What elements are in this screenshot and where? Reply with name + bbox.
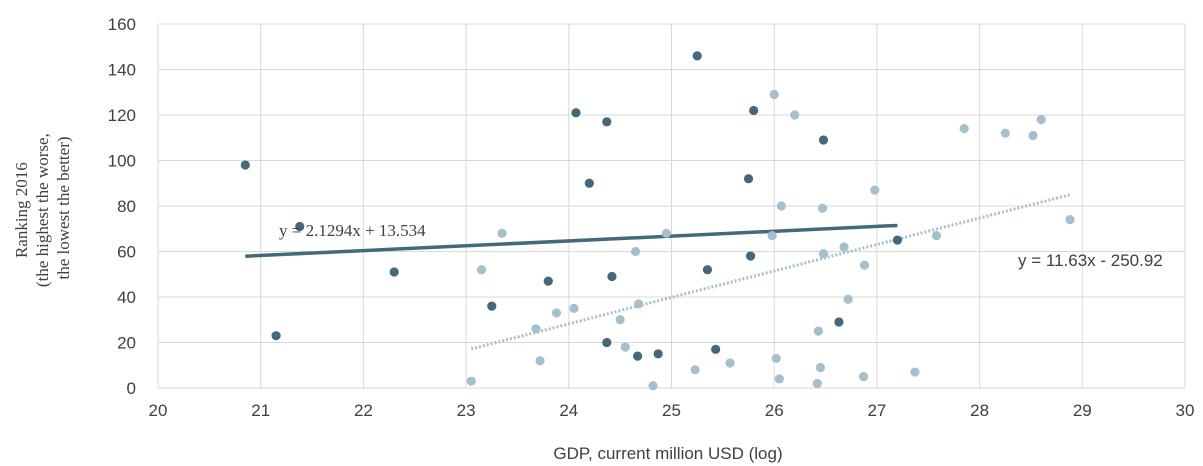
x-tick-label: 27 <box>867 401 886 420</box>
trendline-equation-dark: y = 2.1294x + 13.534 <box>279 221 426 240</box>
data-point <box>834 317 844 327</box>
x-tick-label: 20 <box>149 401 168 420</box>
x-tick-label: 28 <box>970 401 989 420</box>
x-tick-label: 21 <box>251 401 270 420</box>
data-point <box>466 376 476 386</box>
data-point <box>870 185 880 195</box>
data-point <box>240 160 250 170</box>
data-point <box>745 251 756 261</box>
data-point <box>487 301 497 311</box>
x-axis-ticks: 20 21 22 23 24 25 26 27 28 29 30 <box>149 401 1195 420</box>
trendlines <box>245 193 1071 351</box>
data-point <box>620 342 630 352</box>
data-point <box>702 265 713 275</box>
data-point <box>790 110 800 120</box>
data-point <box>1065 215 1075 225</box>
y-tick-label: 20 <box>117 334 136 353</box>
data-point <box>692 51 702 61</box>
y-axis-ticks: 0 20 40 60 80 100 120 140 160 <box>108 15 136 398</box>
data-points <box>240 51 1075 391</box>
trendline-light <box>470 193 1071 351</box>
data-point <box>602 337 612 348</box>
y-tick-label: 60 <box>117 243 136 262</box>
data-point <box>531 324 541 334</box>
data-point <box>767 230 777 241</box>
data-point <box>817 203 828 213</box>
data-point <box>931 230 942 241</box>
data-point <box>569 303 579 313</box>
y-axis-label: Ranking 2016 (the highest the worse, the… <box>12 129 73 287</box>
data-point <box>725 358 735 368</box>
data-point <box>571 108 581 118</box>
data-point <box>648 381 658 391</box>
data-point <box>813 326 823 336</box>
trendline-dark <box>245 223 898 258</box>
grid-lines <box>157 23 1186 389</box>
data-point <box>584 178 594 188</box>
y-tick-label: 80 <box>117 197 136 216</box>
x-tick-label: 22 <box>354 401 373 420</box>
data-point <box>743 174 754 184</box>
y-tick-label: 0 <box>127 379 136 398</box>
y-tick-label: 120 <box>108 106 136 125</box>
data-point <box>769 89 779 100</box>
data-point <box>271 331 281 341</box>
y-tick-label: 140 <box>108 61 136 80</box>
data-point <box>839 242 849 252</box>
y-tick-label: 100 <box>108 152 136 171</box>
y-tick-label: 40 <box>117 288 136 307</box>
data-point <box>551 308 562 318</box>
x-tick-label: 30 <box>1176 401 1195 420</box>
data-point <box>295 221 305 232</box>
data-point <box>535 356 545 366</box>
x-tick-label: 23 <box>457 401 476 420</box>
data-point <box>858 372 869 382</box>
data-point <box>653 349 663 359</box>
data-point <box>497 228 507 238</box>
data-point <box>602 117 612 127</box>
trendline-equation-light: y = 11.63x - 250.92 <box>1018 251 1163 270</box>
y-axis-label-line-3: the lowest the better) <box>54 136 73 279</box>
y-axis-label-line-1: Ranking 2016 <box>12 162 31 258</box>
data-point <box>389 267 399 277</box>
data-point <box>615 315 625 325</box>
data-point <box>843 294 853 304</box>
data-point <box>1028 130 1038 141</box>
data-point <box>634 299 644 309</box>
data-point <box>812 378 822 389</box>
data-point <box>476 265 487 275</box>
x-tick-label: 29 <box>1073 401 1092 420</box>
x-tick-label: 24 <box>559 401 578 420</box>
data-point <box>630 246 641 257</box>
x-tick-label: 25 <box>662 401 681 420</box>
x-axis-label: GDP, current million USD (log) <box>553 444 782 463</box>
data-point <box>818 249 829 259</box>
x-tick-label: 26 <box>765 401 784 420</box>
data-point <box>633 351 643 361</box>
data-point <box>661 228 671 238</box>
data-point <box>543 276 553 286</box>
data-point <box>859 260 870 270</box>
y-axis-label-line-2: (the highest the worse, <box>33 133 52 287</box>
data-point <box>711 344 721 354</box>
data-point <box>892 235 903 245</box>
data-point <box>1036 114 1046 125</box>
data-point <box>818 135 829 145</box>
data-point <box>607 271 617 282</box>
data-point <box>1000 128 1010 138</box>
data-point <box>749 105 759 116</box>
data-point <box>690 365 700 375</box>
y-tick-label: 160 <box>108 15 136 34</box>
data-point <box>774 374 784 384</box>
data-point <box>959 124 969 134</box>
data-point <box>776 201 786 211</box>
data-point <box>771 353 781 364</box>
data-point <box>910 367 920 377</box>
data-point <box>815 362 826 373</box>
